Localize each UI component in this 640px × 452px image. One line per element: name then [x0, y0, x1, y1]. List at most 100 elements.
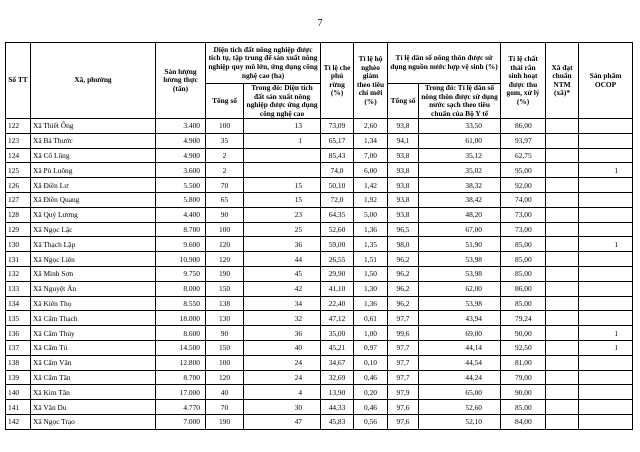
table-cell: 127: [5, 192, 31, 208]
table-cell: 72,0: [320, 192, 355, 208]
table-cell: 14.500: [155, 340, 206, 356]
table-cell: 128: [5, 206, 31, 223]
table-cell: 96,2: [387, 295, 420, 312]
table-cell: 42: [242, 280, 322, 297]
table-cell: 85,00: [500, 251, 547, 268]
table-cell: 2: [205, 162, 244, 179]
table-cell: [578, 310, 634, 327]
table-cell: 1,36: [353, 295, 389, 312]
column-header: Sản lượng lương thực (tấn): [155, 41, 206, 120]
table-cell: 32,69: [320, 369, 355, 386]
table-cell: 133: [5, 280, 31, 297]
table-cell: [545, 147, 580, 164]
table-cell: 94,1: [387, 132, 420, 149]
table-cell: 81,00: [500, 354, 547, 371]
table-cell: Xã Cẩm Vân: [30, 354, 156, 371]
table-cell: 96,2: [387, 266, 420, 282]
table-cell: [545, 369, 580, 386]
table-cell: 5.500: [155, 177, 206, 194]
table-cell: 17.000: [155, 384, 206, 401]
table-cell: Xã Ngọc Lặc: [30, 221, 156, 238]
table-cell: 74,00: [500, 192, 547, 208]
table-cell: [578, 221, 634, 238]
table-cell: 15: [242, 192, 322, 208]
table-cell: 45,21: [320, 340, 355, 356]
table-row: 125 Xã Pù Luông 3.600 2 74,0 6,00 93,8 35,02 95,…: [5, 162, 634, 179]
table-cell: 93,8: [387, 147, 420, 164]
table-cell: 61,00: [418, 132, 502, 149]
table-row: 133 Xã Nguyệt Ấn 8.000 150 42 41,10 1,30 96,2 62…: [5, 280, 634, 297]
table-cell: [578, 414, 634, 430]
table-cell: 62,00: [418, 280, 502, 297]
table-cell: [578, 295, 634, 312]
table-cell: 73,00: [500, 221, 547, 238]
table-cell: 120: [205, 369, 244, 386]
table-cell: 139: [5, 369, 31, 386]
table-cell: Xã Pù Luông: [30, 162, 156, 179]
table-cell: 129: [5, 221, 31, 238]
subcolumn-header: Tổng số: [387, 82, 420, 120]
table-cell: 48,20: [418, 206, 502, 223]
table-row: 126 Xã Điền Lư 5.500 70 15 50,10 1,42 93,8 38,32…: [5, 177, 634, 194]
table-cell: 97,7: [387, 310, 420, 327]
table-cell: 65,17: [320, 132, 355, 149]
column-header: Diện tích đất nông nghiệp được tích tụ, …: [204, 42, 322, 84]
table-cell: 8.550: [155, 295, 206, 312]
column-header: Xã đạt chuẩn NTM (xã)*: [545, 41, 580, 120]
table-cell: 0,97: [353, 340, 389, 356]
table-cell: 1: [578, 340, 634, 356]
table-cell: [545, 118, 580, 134]
table-cell: 126: [5, 177, 31, 194]
table-cell: 1,50: [353, 266, 389, 282]
table-cell: [578, 354, 634, 371]
column-header: Tỉ lệ che phủ rừng (%): [320, 41, 355, 120]
table-cell: 1,51: [353, 251, 389, 268]
table-cell: 4.900: [155, 147, 206, 164]
table-cell: 125: [5, 162, 31, 179]
table-cell: 38,32: [418, 177, 502, 194]
table-row: 135 Xã Cẩm Thạch 18.000 130 32 47,12 0,61 97,7 4…: [5, 310, 634, 327]
table-cell: 150: [205, 280, 244, 297]
table-cell: [578, 192, 634, 208]
table-cell: 97,7: [387, 340, 420, 356]
table-cell: 85,00: [500, 236, 547, 253]
table-cell: [545, 162, 580, 179]
table-row: 128 Xã Quý Lương 4.400 90 23 64,35 5,00 93,8 48,…: [5, 206, 634, 223]
table-cell: 123: [5, 132, 31, 149]
table-cell: 190: [205, 266, 244, 282]
table-cell: [578, 177, 634, 194]
subcolumn-header: Tổng số: [205, 82, 244, 120]
table-cell: 1,42: [353, 177, 389, 194]
table-cell: Xã Cẩm Thủy: [30, 325, 156, 342]
table-cell: 32: [242, 310, 322, 327]
table-cell: 100: [205, 221, 244, 238]
table-cell: 93,8: [387, 206, 420, 223]
table-cell: 40: [242, 340, 322, 356]
table-cell: 43,94: [418, 310, 502, 327]
table-cell: 35,00: [320, 325, 355, 342]
table-cell: 8.700: [155, 369, 206, 386]
table-cell: 3.600: [155, 162, 206, 179]
table-cell: 4: [242, 384, 322, 401]
table-cell: 150: [205, 340, 244, 356]
table-cell: 122: [5, 118, 31, 134]
table-cell: 2: [205, 147, 244, 164]
table-cell: [545, 310, 580, 327]
table-cell: 65: [205, 192, 244, 208]
table-body: 122 Xã Thiết Ống 3.400 100 13 73,09 2,60 93,8 33…: [5, 118, 634, 430]
table-cell: 36: [242, 236, 322, 253]
table-cell: 86,00: [500, 280, 547, 297]
table-cell: [545, 295, 580, 312]
table-cell: 1,36: [353, 221, 389, 238]
table-cell: Xã Thiết Ống: [30, 118, 156, 134]
table-cell: Xã Điền Lư: [30, 177, 156, 194]
table-cell: Xã Vân Du: [30, 399, 156, 415]
table-cell: 84,00: [500, 414, 547, 430]
table-cell: 97,6: [387, 399, 420, 415]
table-cell: 0,46: [353, 369, 389, 386]
table-cell: 8.600: [155, 325, 206, 342]
table-row: 132 Xã Minh Sơn 9.750 190 45 29,90 1,50 96,2 53,…: [5, 266, 634, 282]
table-cell: 1,30: [353, 280, 389, 297]
table-cell: 86,00: [500, 118, 547, 134]
table-cell: [578, 369, 634, 386]
